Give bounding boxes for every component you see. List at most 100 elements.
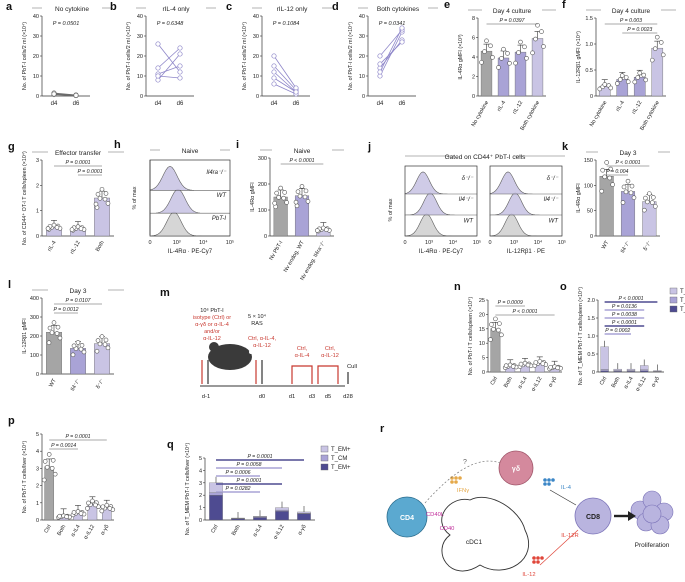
data-point bbox=[272, 200, 277, 206]
data-point bbox=[93, 502, 98, 508]
data-point bbox=[105, 345, 111, 351]
x-tick-label: Nv PbT-I bbox=[268, 240, 284, 262]
data-point bbox=[623, 75, 629, 80]
data-point bbox=[377, 61, 383, 67]
panel-title: rIL-12 only bbox=[277, 6, 308, 13]
data-point bbox=[52, 471, 58, 477]
data-point bbox=[377, 69, 383, 75]
y-tick-label: 40 bbox=[33, 14, 39, 20]
y-tick-label: 0 bbox=[36, 372, 39, 378]
cytokine-dot bbox=[454, 480, 458, 484]
y-tick-label: 3 bbox=[199, 481, 202, 487]
x-tick-label: rIL-12 bbox=[512, 100, 524, 115]
y-tick-label: 0 bbox=[256, 94, 259, 100]
y-tick-label: 200 bbox=[258, 182, 267, 188]
y-tick-label: 1.5 bbox=[585, 16, 593, 22]
panel-title: Day 4 culture bbox=[493, 8, 532, 15]
y-tick-label: 100 bbox=[584, 183, 593, 189]
p-value-label: P = 0.0006 bbox=[225, 470, 250, 476]
data-point bbox=[484, 38, 489, 44]
day-label: d3 bbox=[309, 394, 315, 400]
data-point bbox=[282, 190, 287, 195]
panel-title: Naive bbox=[294, 148, 311, 155]
title-backdrop bbox=[42, 3, 102, 13]
x-tick-label: 0 bbox=[488, 240, 491, 246]
data-point bbox=[103, 191, 109, 196]
cell-icon bbox=[642, 504, 662, 524]
x-tick-label: α-IL4 bbox=[517, 376, 529, 390]
x-tick-label: Both bbox=[231, 524, 242, 537]
y-axis-label: IL-4Rα gMFI (×10³) bbox=[458, 34, 464, 80]
series-label: δ⁻/⁻ bbox=[547, 176, 559, 182]
data-point bbox=[71, 510, 77, 515]
y-tick-label: 20 bbox=[33, 54, 39, 60]
data-point bbox=[93, 201, 99, 207]
x-tick-label: d4 bbox=[155, 101, 162, 107]
p-value-label: P < 0.0001 bbox=[615, 160, 640, 166]
data-point bbox=[44, 464, 50, 470]
stacked-bar-segment bbox=[613, 368, 622, 371]
y-tick-label: 10 bbox=[253, 74, 259, 80]
data-point bbox=[608, 85, 614, 91]
data-point bbox=[513, 60, 518, 66]
panel-title: Both cytokines bbox=[377, 6, 420, 13]
data-point bbox=[628, 190, 634, 196]
title-backdrop bbox=[601, 5, 661, 15]
x-tick-label: d6 bbox=[73, 101, 80, 107]
data-point bbox=[649, 57, 655, 63]
series-label: Il4⁻/⁻ bbox=[459, 197, 474, 203]
receptor-label: IL-12R bbox=[561, 533, 578, 539]
y-tick-label: 6 bbox=[472, 36, 475, 42]
data-point bbox=[177, 75, 183, 81]
arrow-icon bbox=[628, 511, 636, 521]
x-tick-label: 10⁴ bbox=[534, 239, 543, 246]
panel-letter-d: d bbox=[332, 1, 339, 13]
legend-label: T_EM+ bbox=[680, 289, 685, 295]
x-tick-label: No cytokine bbox=[589, 100, 609, 128]
x-tick-label: d4 bbox=[271, 101, 278, 107]
histogram-trace bbox=[149, 211, 230, 237]
data-point bbox=[643, 195, 648, 201]
y-axis-label: % of max bbox=[132, 186, 138, 209]
y-tick-label: 2 bbox=[36, 183, 39, 189]
data-point bbox=[305, 199, 311, 204]
data-point bbox=[271, 63, 277, 69]
y-tick-label: 0 bbox=[36, 94, 39, 100]
x-tick-label: α-γδ bbox=[100, 524, 111, 536]
data-point bbox=[49, 330, 55, 335]
x-tick-label: WT bbox=[48, 377, 58, 388]
data-point bbox=[654, 34, 660, 40]
data-point bbox=[297, 193, 303, 199]
y-axis-label: IL-4Rα gMFI bbox=[576, 183, 582, 213]
histogram-trace bbox=[149, 188, 230, 214]
data-point bbox=[499, 56, 504, 61]
y-tick-label: 10 bbox=[137, 74, 143, 80]
treatment-label: Ctrl, α-IL-4, bbox=[248, 336, 277, 342]
data-point bbox=[623, 189, 629, 195]
x-tick-label: rIL-4 bbox=[615, 100, 626, 113]
stacked-bar-segment bbox=[231, 518, 245, 521]
data-point bbox=[293, 199, 299, 205]
y-tick-label: 0 bbox=[590, 94, 593, 100]
x-tick-label: d6 bbox=[399, 101, 406, 107]
cytokine-label: IL-4 bbox=[561, 485, 572, 491]
question-label: ? bbox=[463, 459, 467, 466]
y-tick-label: 300 bbox=[30, 315, 39, 321]
data-point bbox=[278, 185, 283, 191]
data-point bbox=[274, 190, 279, 196]
y-tick-label: 1.5 bbox=[587, 316, 595, 322]
data-point bbox=[57, 335, 63, 341]
data-point bbox=[530, 50, 535, 56]
x-tick-label: Both bbox=[56, 524, 67, 537]
p-value-label: P < 0.0001 bbox=[612, 320, 637, 326]
data-point bbox=[70, 352, 76, 358]
title-backdrop bbox=[272, 145, 332, 155]
stacked-bar-segment bbox=[653, 370, 662, 372]
data-point bbox=[79, 342, 85, 348]
day-label: d0 bbox=[259, 394, 265, 400]
x-tick-label: α-IL4 bbox=[623, 376, 635, 390]
title-backdrop bbox=[48, 285, 108, 295]
y-tick-label: 30 bbox=[33, 34, 39, 40]
data-point bbox=[643, 77, 649, 83]
data-point bbox=[276, 195, 281, 200]
